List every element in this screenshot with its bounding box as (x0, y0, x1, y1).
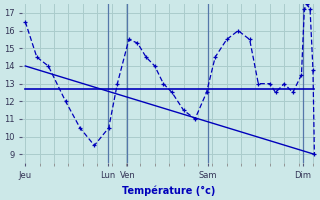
X-axis label: Température (°c): Température (°c) (123, 185, 216, 196)
